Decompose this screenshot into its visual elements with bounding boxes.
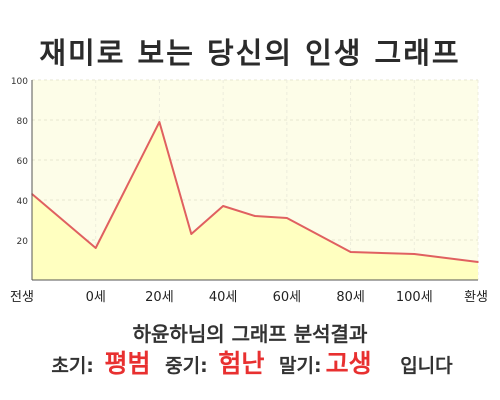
y-tick-label: 80: [17, 117, 29, 127]
plot-area-fill: [32, 122, 478, 280]
y-tick-label: 60: [17, 157, 29, 167]
x-tick-label: 80세: [336, 290, 365, 305]
x-tick-label: 환생: [464, 290, 488, 305]
x-tick-label: 0세: [86, 290, 106, 305]
chart-title: 재미로 보는 당신의 인생 그래프: [39, 36, 461, 70]
late-phase-value: 고생: [325, 349, 372, 378]
data-point: [190, 233, 193, 235]
area-fill: [32, 122, 478, 280]
analysis-summary: 하윤하님의 그래프 분석결과: [132, 322, 368, 346]
y-tick-label: 40: [17, 197, 29, 207]
data-point: [349, 251, 352, 253]
data-point: [477, 261, 479, 263]
series-line: [31, 121, 479, 263]
data-point: [413, 253, 416, 255]
middle-phase-label: 중기:: [165, 355, 208, 377]
middle-phase-value: 험난: [218, 349, 265, 378]
data-point: [286, 217, 288, 219]
y-tick-label: 100: [11, 77, 28, 87]
plot-axes: [31, 80, 478, 281]
x-tick-labels: 전생 0세 20세 40세 60세 80세 100세 환생: [10, 290, 488, 305]
late-phase-label: 말기:: [279, 355, 322, 377]
x-tick-label: 40세: [209, 290, 238, 305]
x-tick-label: 60세: [273, 290, 302, 305]
x-tick-label: 100세: [396, 290, 433, 305]
life-graph-chart: 20 40 60 80 100 전생 0세 20세 40세 60세 80세 100세 환생: [10, 77, 488, 305]
y-tick-labels: 20 40 60 80 100: [11, 77, 28, 247]
data-point: [94, 247, 97, 249]
data-point: [254, 215, 256, 217]
data-point: [222, 205, 224, 207]
y-tick-label: 20: [17, 237, 29, 247]
early-phase-label: 초기:: [51, 355, 94, 377]
data-point: [158, 121, 161, 123]
x-tick-label: 20세: [145, 290, 174, 305]
result-tail: 입니다: [400, 355, 453, 377]
x-tick-label: 전생: [10, 290, 34, 305]
analysis-result: 초기: 평범 중기: 험난 말기: 고생 입니다: [0, 344, 500, 380]
early-phase-value: 평범: [104, 349, 151, 378]
